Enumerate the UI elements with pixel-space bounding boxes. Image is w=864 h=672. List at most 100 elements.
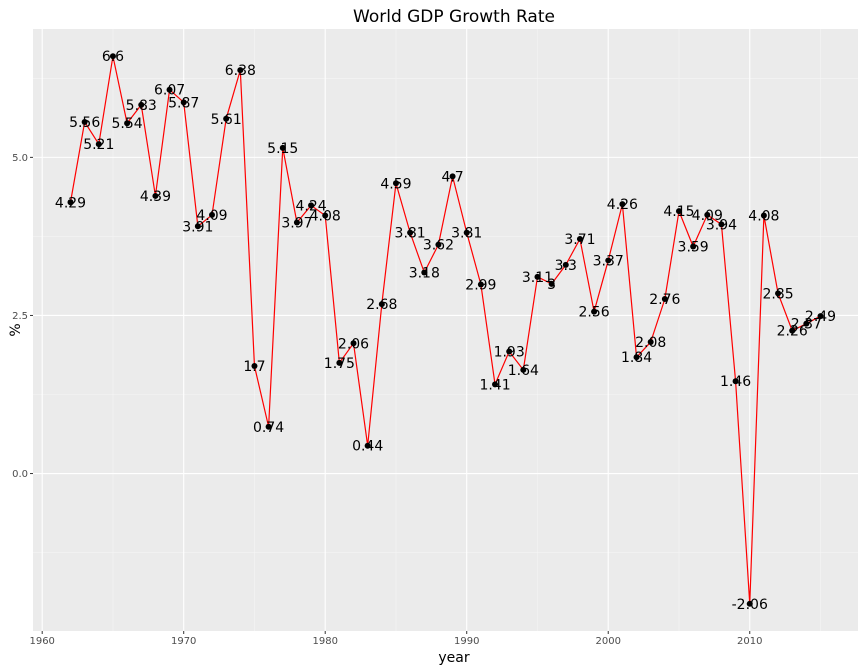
data-label: 1.93 [494, 345, 525, 361]
data-label: 5.61 [211, 112, 242, 128]
data-point [279, 144, 286, 151]
y-tick-label: 2.5 [12, 311, 28, 322]
data-label: 6.6 [102, 49, 124, 65]
data-point [690, 243, 697, 250]
data-point [435, 241, 442, 248]
data-label: 2.85 [762, 286, 793, 302]
data-label: 4.26 [607, 197, 638, 213]
y-axis: 0.0 2.5 5.0 [12, 153, 33, 480]
data-point [392, 180, 399, 187]
data-point [67, 199, 74, 206]
data-point [152, 192, 159, 199]
data-label: 1.75 [324, 356, 355, 372]
data-label: 2.56 [578, 305, 609, 321]
data-point [506, 348, 513, 355]
data-point [562, 261, 569, 268]
data-point [95, 141, 102, 148]
data-label: 2.99 [465, 277, 496, 293]
data-point [619, 201, 626, 208]
data-point [718, 221, 725, 228]
x-axis-title: year [438, 650, 469, 666]
data-point [166, 86, 173, 93]
data-point [138, 101, 145, 108]
data-point [308, 202, 315, 209]
data-label: 2.06 [338, 336, 369, 352]
data-label: 4.08 [310, 209, 341, 225]
data-label: 3.59 [678, 240, 709, 256]
data-label: 4.08 [748, 209, 779, 225]
data-point [109, 53, 116, 60]
data-point [760, 212, 767, 219]
data-label: 5.15 [267, 141, 298, 157]
data-label: 0.74 [253, 420, 284, 436]
data-label: 5.54 [112, 116, 143, 132]
data-point [251, 363, 258, 370]
data-label: 1.46 [720, 374, 751, 390]
data-point [477, 281, 484, 288]
data-point [817, 313, 824, 320]
data-point [194, 223, 201, 230]
data-label: 6.38 [225, 63, 256, 79]
data-label: 2.49 [805, 309, 836, 325]
data-point [237, 67, 244, 74]
data-point [675, 208, 682, 215]
data-point [180, 99, 187, 106]
data-label: 4.15 [663, 204, 694, 220]
data-point [449, 173, 456, 180]
x-tick-label: 2000 [596, 636, 621, 647]
data-label: 3.37 [593, 253, 624, 269]
data-point [223, 115, 230, 122]
data-point [492, 381, 499, 388]
plot-panel [33, 29, 858, 631]
data-label: 3.81 [395, 226, 426, 242]
data-point [789, 327, 796, 334]
data-point [633, 354, 640, 361]
data-label: 4.24 [295, 198, 326, 214]
x-tick-label: 1960 [29, 636, 54, 647]
x-tick-label: 1970 [171, 636, 196, 647]
data-label: 0.44 [352, 439, 383, 455]
data-label: 5.56 [69, 115, 100, 131]
data-label: 3 [547, 277, 556, 293]
data-label: 4.29 [55, 195, 86, 211]
x-tick-label: 2010 [737, 636, 762, 647]
data-label: 3.94 [706, 217, 737, 233]
data-label: 4.59 [380, 176, 411, 192]
chart-title: World GDP Growth Rate [353, 7, 555, 27]
data-point [775, 290, 782, 297]
data-point [661, 296, 668, 303]
data-label: 2.08 [635, 335, 666, 351]
data-point [407, 229, 414, 236]
data-label: 4.39 [140, 189, 171, 205]
y-axis-title: % [8, 323, 24, 336]
data-label: 5.21 [83, 137, 114, 153]
data-point [803, 320, 810, 327]
data-label: 2.76 [649, 292, 680, 308]
data-labels: 4.295.565.216.65.545.834.396.075.873.914… [55, 49, 836, 613]
data-point [124, 120, 131, 127]
data-label: 5.83 [126, 98, 157, 114]
data-label: 1.41 [479, 377, 510, 393]
data-label: 2.37 [791, 317, 822, 333]
series-line-layer [69, 56, 821, 604]
data-label: 3.62 [423, 238, 454, 254]
data-label: 1.64 [508, 363, 539, 379]
data-point [350, 340, 357, 347]
data-label: 3.81 [451, 226, 482, 242]
data-point [378, 301, 385, 308]
data-point [336, 359, 343, 366]
data-point [520, 366, 527, 373]
data-label: 3.18 [409, 265, 440, 281]
data-point [534, 273, 541, 280]
data-label: 3.91 [182, 219, 213, 235]
data-point [209, 211, 216, 218]
x-tick-label: 1990 [454, 636, 479, 647]
data-point [293, 219, 300, 226]
data-points [67, 53, 824, 607]
series-line [69, 56, 821, 604]
data-point [605, 257, 612, 264]
x-tick-label: 1980 [312, 636, 337, 647]
data-label: 1.7 [243, 359, 265, 375]
data-point [265, 423, 272, 430]
